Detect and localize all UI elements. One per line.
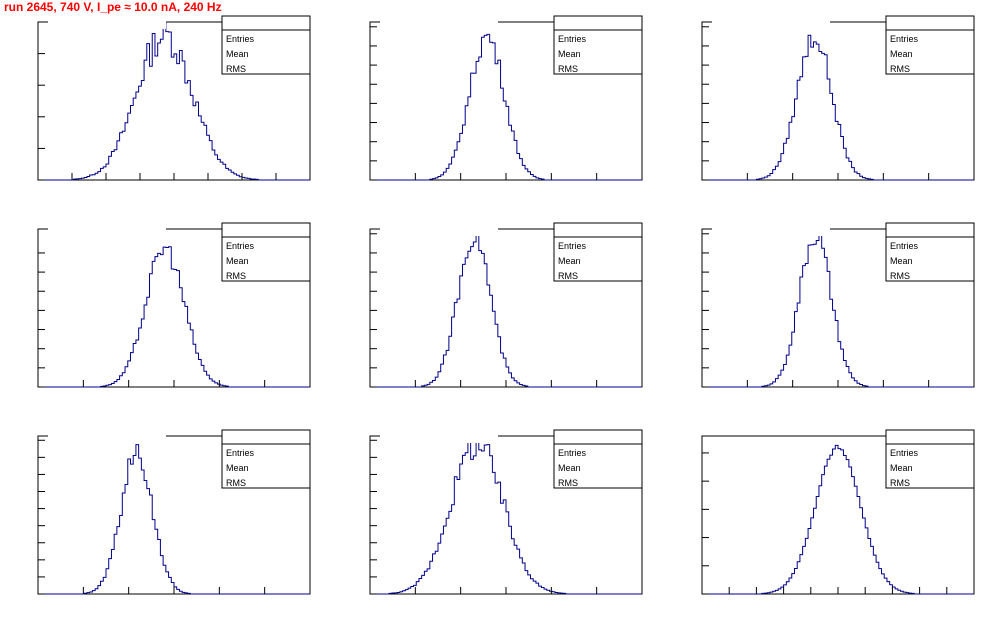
histogram-line xyxy=(38,444,310,595)
stats-key-entries: Entries xyxy=(226,448,255,458)
n-avg-box xyxy=(380,17,498,29)
histogram-panel-h_asym87: Entries Mean RMS xyxy=(701,222,975,388)
stats-box xyxy=(221,429,311,489)
stats-box xyxy=(885,222,975,282)
n-avg-box xyxy=(712,17,830,29)
stats-box xyxy=(221,15,311,75)
n-avg-box xyxy=(48,431,166,443)
stats-key-mean: Mean xyxy=(890,463,913,473)
stats-key-rms: RMS xyxy=(226,478,246,488)
histogram-panel-h_asym80: Entries Mean RMS xyxy=(37,429,311,595)
histogram-panel-hPed_asym: Entries Mean RMS xyxy=(701,429,975,595)
stats-key-mean: Mean xyxy=(890,256,913,266)
stats-key-entries: Entries xyxy=(558,448,587,458)
histogram-line xyxy=(370,228,642,388)
stats-box xyxy=(885,15,975,75)
histogram-grid: Entries Mean RMS Entries Mean RMS Entries Mean R… xyxy=(37,15,975,595)
histogram-panel-h_asym83: Entries Mean RMS xyxy=(369,15,643,181)
stats-key-mean: Mean xyxy=(226,49,249,59)
stats-key-rms: RMS xyxy=(890,271,910,281)
histogram-line xyxy=(702,34,974,181)
n-avg-box xyxy=(48,224,166,236)
stats-key-rms: RMS xyxy=(558,64,578,74)
stats-box xyxy=(553,15,643,75)
stats-key-mean: Mean xyxy=(558,49,581,59)
stats-key-rms: RMS xyxy=(558,271,578,281)
stats-key-entries: Entries xyxy=(558,241,587,251)
stats-key-entries: Entries xyxy=(558,34,587,44)
histogram-line xyxy=(38,246,310,388)
histogram-line xyxy=(370,33,642,181)
histogram-panel-h_asym81: Entries Mean RMS xyxy=(369,429,643,595)
stats-key-rms: RMS xyxy=(226,271,246,281)
stats-key-mean: Mean xyxy=(226,256,249,266)
histogram-line xyxy=(370,439,642,595)
stats-box xyxy=(221,222,311,282)
histogram-line xyxy=(38,21,310,181)
n-avg-box xyxy=(712,224,830,236)
stats-key-entries: Entries xyxy=(890,448,919,458)
n-avg-box xyxy=(380,224,498,236)
stats-key-entries: Entries xyxy=(226,241,255,251)
stats-key-rms: RMS xyxy=(226,64,246,74)
stats-box xyxy=(553,222,643,282)
histogram-panel-h_asym82: Entries Mean RMS xyxy=(37,15,311,181)
stats-box xyxy=(885,429,975,489)
stats-key-entries: Entries xyxy=(226,34,255,44)
stats-key-mean: Mean xyxy=(558,256,581,266)
n-avg-box xyxy=(380,431,498,443)
histogram-panel-h_asym85: Entries Mean RMS xyxy=(37,222,311,388)
stats-key-rms: RMS xyxy=(558,478,578,488)
histogram-panel-h_asym86: Entries Mean RMS xyxy=(369,222,643,388)
histogram-panel-h_asym84: Entries Mean RMS xyxy=(701,15,975,181)
stats-key-rms: RMS xyxy=(890,478,910,488)
histogram-line xyxy=(702,444,974,595)
run-title: run 2645, 740 V, I_pe ≈ 10.0 nA, 240 Hz xyxy=(4,0,222,14)
stats-key-entries: Entries xyxy=(890,34,919,44)
n-avg-box xyxy=(48,17,166,29)
stats-key-rms: RMS xyxy=(890,64,910,74)
stats-key-entries: Entries xyxy=(890,241,919,251)
stats-key-mean: Mean xyxy=(890,49,913,59)
stats-key-mean: Mean xyxy=(558,463,581,473)
stats-key-mean: Mean xyxy=(226,463,249,473)
stats-box xyxy=(553,429,643,489)
histogram-line xyxy=(702,234,974,388)
